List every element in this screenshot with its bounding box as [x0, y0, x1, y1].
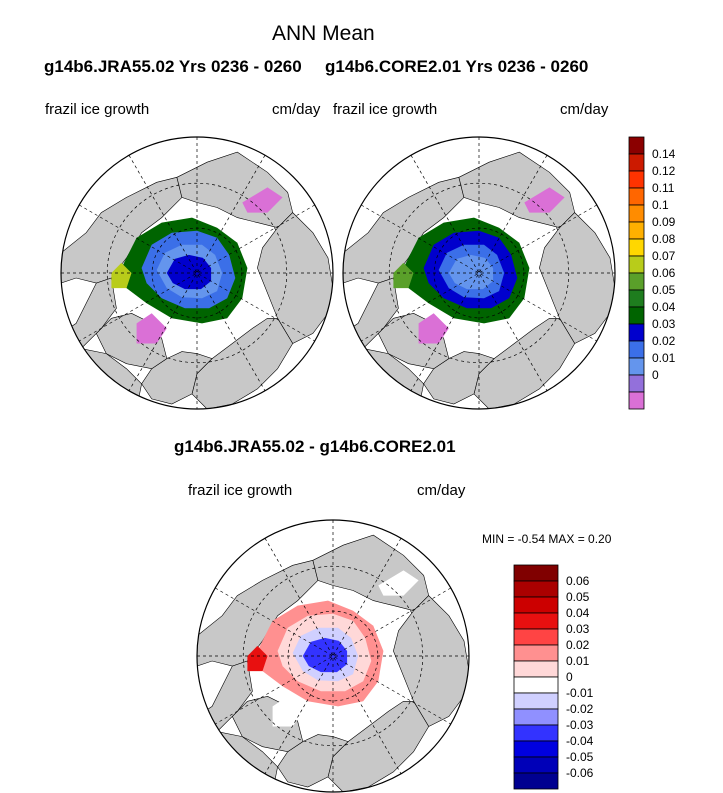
colorbar-tick-label: 0	[652, 368, 659, 382]
map-frame	[196, 519, 470, 793]
map-frame	[342, 136, 616, 410]
graticule	[61, 137, 333, 409]
colorbar-tick-label: 0.06	[652, 266, 676, 280]
colorbar-tick-label: 0.03	[566, 622, 590, 636]
diff-title: g14b6.JRA55.02 - g14b6.CORE2.01	[174, 437, 456, 456]
colorbar-tick-label: 0.01	[652, 351, 676, 365]
field-contour	[111, 262, 132, 289]
left-run-title: g14b6.JRA55.02 Yrs 0236 - 0260	[44, 57, 302, 76]
field-contour	[247, 645, 268, 672]
main-title: ANN Mean	[272, 22, 375, 45]
land-mass	[343, 176, 465, 284]
colorbar-box	[513, 596, 559, 614]
right-units-label: cm/day	[560, 101, 609, 118]
field-contour	[418, 313, 449, 344]
field-contour	[524, 187, 565, 213]
colorbar-tick-label: 0.01	[566, 654, 590, 668]
diff-variable-label: frazil ice growth	[188, 482, 293, 499]
field-contour	[393, 262, 414, 289]
colorbar-tick-label: 0.02	[566, 638, 590, 652]
colorbar-tick-label: 0.14	[652, 147, 676, 161]
colorbar-tick-label: -0.04	[566, 734, 594, 748]
colorbar-tick-label: 0	[566, 670, 573, 684]
colorbar-box	[513, 676, 559, 694]
map-frame	[60, 136, 334, 410]
land-mass	[197, 559, 319, 667]
colorbar-box	[513, 580, 559, 598]
colorbar-tick-label: 0.08	[652, 232, 676, 246]
land-mass	[61, 176, 183, 284]
field-contour	[302, 637, 348, 673]
colorbar-box	[513, 612, 559, 630]
colorbar-box	[513, 772, 559, 790]
colorbar-tick-label: -0.02	[566, 702, 594, 716]
field-contour	[242, 187, 283, 213]
right-variable-label: frazil ice growth	[333, 101, 438, 118]
colorbar-tick-label: 0.03	[652, 317, 676, 331]
colorbar-tick-label: -0.05	[566, 750, 594, 764]
colorbar-box	[513, 708, 559, 726]
graticule	[197, 520, 469, 792]
colorbar-box	[513, 564, 559, 582]
field-contour	[166, 254, 212, 290]
colorbar-box	[513, 740, 559, 758]
left-units-label: cm/day	[272, 101, 321, 118]
left-variable-label: frazil ice growth	[45, 101, 150, 118]
colorbar-tick-label: 0.04	[566, 606, 590, 620]
field-contour	[136, 313, 167, 344]
colorbar-tick-label: 0.12	[652, 164, 676, 178]
field-contour	[378, 570, 419, 596]
diff-min-max: MIN = -0.54 MAX = 0.20	[482, 532, 612, 546]
colorbar-tick-label: 0.04	[652, 300, 676, 314]
colorbar-tick-label: 0.05	[652, 283, 676, 297]
colorbar-box	[513, 756, 559, 774]
colorbar-tick-label: 0.07	[652, 249, 676, 263]
graticule	[343, 137, 615, 409]
colorbar-box	[628, 391, 645, 410]
colorbar-tick-label: 0.09	[652, 215, 676, 229]
colorbar-tick-label: -0.06	[566, 766, 594, 780]
diff-units-label: cm/day	[417, 482, 466, 499]
colorbar-tick-label: -0.03	[566, 718, 594, 732]
field-contour	[272, 696, 303, 727]
colorbar-tick-label: 0.06	[566, 574, 590, 588]
colorbar-tick-label: 0.1	[652, 198, 669, 212]
colorbar-box	[513, 660, 559, 678]
colorbar-tick-label: 0.02	[652, 334, 676, 348]
colorbar-box	[513, 724, 559, 742]
colorbar-tick-label: -0.01	[566, 686, 594, 700]
colorbar-box	[513, 644, 559, 662]
colorbar-box	[513, 692, 559, 710]
field-contour	[448, 254, 494, 290]
colorbar-box	[513, 628, 559, 646]
colorbar-tick-label: 0.05	[566, 590, 590, 604]
right-run-title: g14b6.CORE2.01 Yrs 0236 - 0260	[325, 57, 589, 76]
colorbar-tick-label: 0.11	[652, 181, 675, 195]
